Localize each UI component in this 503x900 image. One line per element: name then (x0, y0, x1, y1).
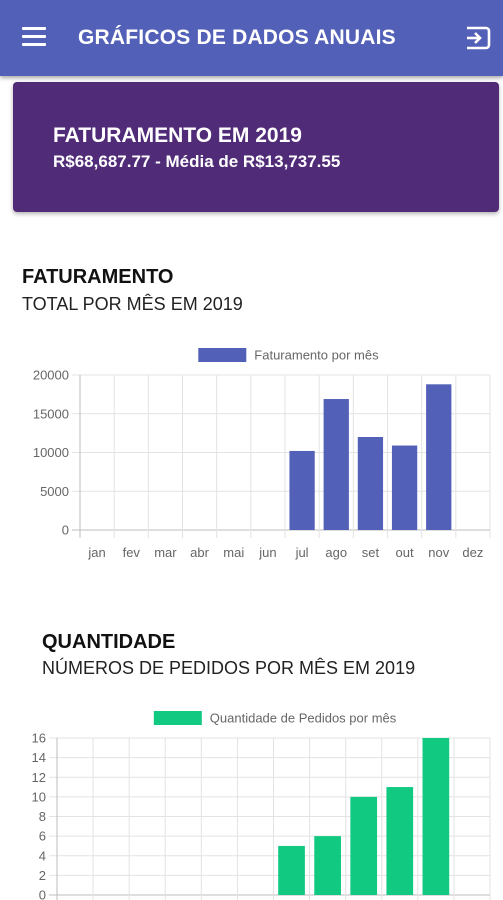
y-tick-label: 0 (39, 888, 46, 900)
revenue-summary-card: FATURAMENTO EM 2019 R$68,687.77 - Média … (13, 82, 499, 212)
legend-swatch (153, 711, 202, 725)
y-tick-label: 5000 (40, 484, 69, 499)
y-tick-label: 2 (39, 868, 46, 883)
legend-label: Faturamento por mês (254, 348, 379, 363)
y-tick-label: 12 (32, 770, 46, 785)
y-tick-label: 10000 (33, 445, 69, 460)
x-tick-label: out (396, 545, 414, 560)
bar-nov (426, 384, 452, 530)
y-tick-label: 6 (39, 829, 46, 844)
bar-set (350, 796, 378, 895)
x-tick-label: ago (325, 545, 347, 560)
y-tick-label: 20000 (33, 368, 69, 383)
y-tick-label: 16 (32, 731, 46, 746)
summary-title: FATURAMENTO EM 2019 (53, 124, 302, 147)
y-tick-label: 10 (32, 789, 46, 804)
x-tick-label: jan (87, 545, 105, 560)
logout-icon[interactable] (464, 24, 492, 52)
bar-jul (289, 450, 315, 530)
x-tick-label: mai (223, 545, 244, 560)
y-tick-label: 15000 (33, 406, 69, 421)
bar-jul (278, 845, 305, 895)
x-tick-label: mar (154, 545, 177, 560)
y-tick-label: 14 (32, 750, 46, 765)
summary-subtitle: R$68,687.77 - Média de R$13,737.55 (53, 152, 341, 171)
y-tick-label: 4 (39, 848, 46, 863)
bar-set (357, 437, 384, 530)
menu-icon[interactable] (22, 27, 46, 47)
bar-out (386, 787, 414, 895)
legend-swatch (198, 348, 247, 362)
x-tick-label: abr (190, 545, 209, 560)
orders-section-title: QUANTIDADE (42, 631, 176, 653)
bar-ago (314, 836, 341, 895)
y-tick-label: 0 (62, 523, 69, 538)
orders-section-subtitle: NÚMEROS DE PEDIDOS POR MÊS EM 2019 (42, 658, 416, 678)
legend-label: Quantidade de Pedidos por mês (210, 711, 397, 726)
bar-nov (422, 738, 450, 895)
x-tick-label: set (362, 545, 380, 560)
x-tick-label: dez (462, 545, 483, 560)
app-title: GRÁFICOS DE DADOS ANUAIS (78, 26, 396, 49)
x-tick-label: nov (428, 545, 449, 560)
x-tick-label: jul (295, 545, 309, 560)
y-tick-label: 8 (39, 809, 46, 824)
bar-ago (323, 399, 349, 530)
app-bar: GRÁFICOS DE DADOS ANUAIS (0, 0, 503, 76)
revenue-section-subtitle: TOTAL POR MÊS EM 2019 (22, 294, 243, 314)
x-tick-label: fev (123, 545, 141, 560)
bar-out (391, 445, 418, 530)
revenue-section-title: FATURAMENTO (22, 266, 174, 288)
x-tick-label: jun (258, 545, 276, 560)
